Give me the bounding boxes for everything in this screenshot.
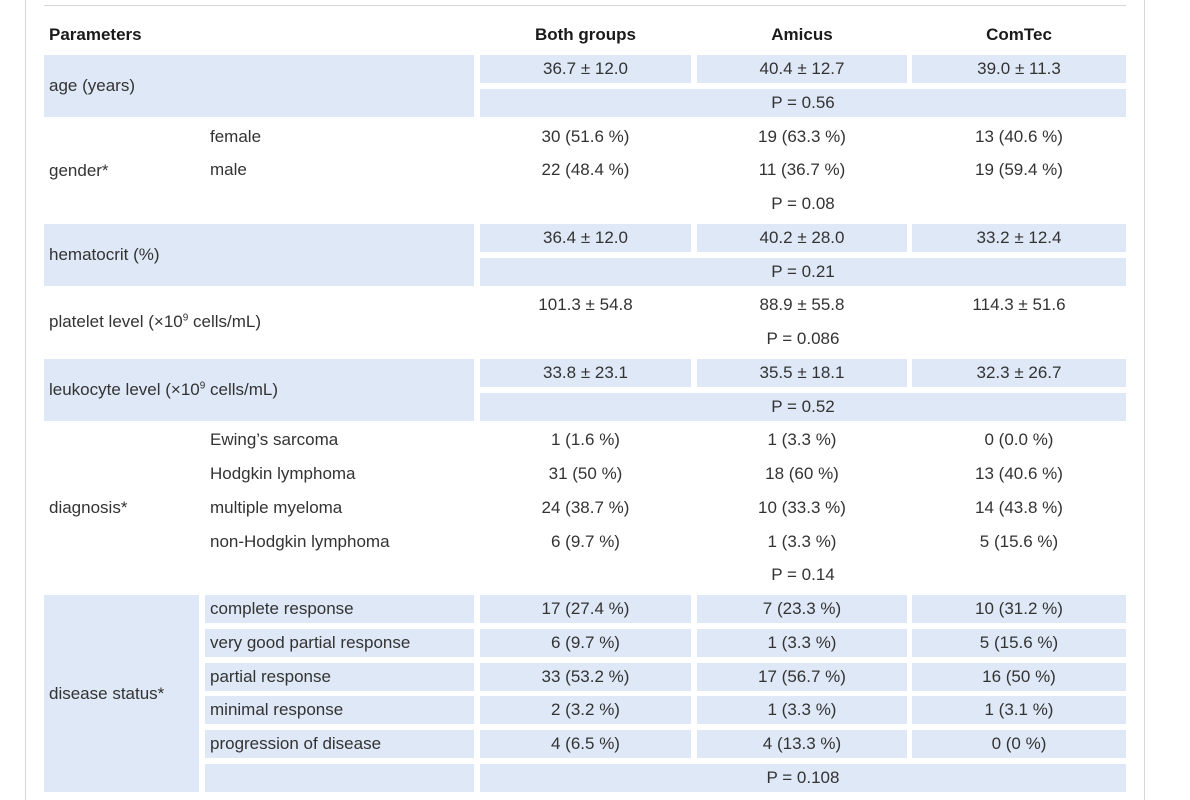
disease-status-row-amicus: 1 (3.3 %): [697, 696, 907, 724]
disease-status-row-both-groups: 6 (9.7 %): [480, 629, 691, 657]
diagnosis-row-amicus: 1 (3.3 %): [767, 532, 837, 551]
hematocrit-label: hematocrit (%): [44, 224, 474, 286]
hematocrit-amicus: 40.2 ± 28.0: [697, 224, 907, 252]
disease-status-row-both-groups: 2 (3.2 %): [480, 696, 691, 724]
header-parameters: Parameters: [49, 25, 142, 44]
platelet-comtec: 114.3 ± 51.6: [972, 295, 1066, 314]
disease-status-row-label: minimal response: [205, 696, 474, 724]
gender-row-comtec: 13 (40.6 %): [975, 127, 1063, 146]
disease-status-row-comtec: 0 (0 %): [912, 730, 1126, 758]
header-both-groups: Both groups: [534, 25, 637, 44]
age-comtec: 39.0 ± 11.3: [912, 55, 1126, 83]
diagnosis-row-both-groups: 31 (50 %): [548, 464, 623, 483]
disease-status-row-comtec: 1 (3.1 %): [912, 696, 1126, 724]
gender-row-label: female: [210, 127, 262, 146]
leukocyte-label-unit: cells/mL): [205, 380, 279, 399]
leukocyte-comtec: 32.3 ± 26.7: [912, 359, 1126, 387]
diagnosis-label: diagnosis*: [49, 497, 128, 517]
disease-status-row-label: complete response: [205, 595, 474, 623]
diagnosis-row-comtec: 0 (0.0 %): [984, 430, 1054, 449]
hematocrit-comtec: 33.2 ± 12.4: [912, 224, 1126, 252]
leukocyte-label-text: leukocyte level (×10: [49, 380, 200, 399]
age-both-groups: 36.7 ± 12.0: [480, 55, 691, 83]
diagnosis-row-amicus: 10 (33.3 %): [758, 498, 846, 517]
diagnosis-row-label: Ewing’s sarcoma: [210, 430, 339, 449]
hematocrit-p-value: P = 0.21: [480, 258, 1126, 286]
leukocyte-p-value: P = 0.52: [480, 393, 1126, 421]
disease-status-row-amicus: 7 (23.3 %): [697, 595, 907, 623]
disease-status-row-label: progression of disease: [205, 730, 474, 758]
disease-status-row-comtec: 5 (15.6 %): [912, 629, 1126, 657]
disease-status-row-both-groups: 33 (53.2 %): [480, 663, 691, 691]
disease-status-label: disease status*: [44, 595, 199, 792]
diagnosis-row-both-groups: 24 (38.7 %): [541, 498, 630, 517]
table-top-rule: [44, 5, 1126, 6]
platelet-p-value: P = 0.086: [766, 329, 840, 348]
header-amicus: Amicus: [771, 25, 833, 44]
gender-label: gender*: [49, 160, 109, 180]
table-left-border: [25, 0, 26, 800]
platelet-label-text: platelet level (×10: [49, 312, 183, 331]
disease-status-row-comtec: 16 (50 %): [912, 663, 1126, 691]
gender-row-both-groups: 22 (48.4 %): [541, 160, 630, 179]
disease-status-row-label: partial response: [205, 663, 474, 691]
age-label: age (years): [44, 55, 474, 117]
platelet-label-unit: cells/mL): [188, 312, 262, 331]
platelet-label: platelet level (×109 cells/mL): [44, 291, 474, 353]
diagnosis-p-value: P = 0.14: [771, 565, 835, 584]
disease-status-row-both-groups: 4 (6.5 %): [480, 730, 691, 758]
platelet-amicus: 88.9 ± 55.8: [759, 295, 845, 314]
hematocrit-both-groups: 36.4 ± 12.0: [480, 224, 691, 252]
diagnosis-row-label: non-Hodgkin lymphoma: [210, 532, 390, 551]
diagnosis-row-amicus: 18 (60 %): [765, 464, 839, 483]
disease-status-row-both-groups: 17 (27.4 %): [480, 595, 691, 623]
table-right-border: [1144, 0, 1145, 800]
disease-status-row-amicus: 17 (56.7 %): [697, 663, 907, 691]
leukocyte-both-groups: 33.8 ± 23.1: [480, 359, 691, 387]
disease-status-row-amicus: 4 (13.3 %): [697, 730, 907, 758]
platelet-label-exponent: 9: [182, 312, 189, 324]
gender-row-label: male: [210, 160, 247, 179]
platelet-both-groups: 101.3 ± 54.8: [538, 295, 633, 314]
leukocyte-label-exponent: 9: [199, 380, 206, 392]
gender-row-amicus: 19 (63.3 %): [758, 127, 846, 146]
disease-status-row-comtec: 10 (31.2 %): [912, 595, 1126, 623]
disease-status-row-label: very good partial response: [205, 629, 474, 657]
disease-status-p-value: P = 0.108: [480, 764, 1126, 792]
diagnosis-row-comtec: 5 (15.6 %): [979, 532, 1059, 551]
diagnosis-row-amicus: 1 (3.3 %): [767, 430, 837, 449]
diagnosis-row-label: Hodgkin lymphoma: [210, 464, 356, 483]
disease-status-row-amicus: 1 (3.3 %): [697, 629, 907, 657]
gender-row-amicus: 11 (36.7 %): [758, 160, 846, 179]
leukocyte-amicus: 35.5 ± 18.1: [697, 359, 907, 387]
diagnosis-row-both-groups: 1 (1.6 %): [551, 430, 620, 449]
disease-status-p-row-spacer: [205, 764, 474, 792]
header-comtec: ComTec: [986, 25, 1052, 44]
age-p-value: P = 0.56: [480, 89, 1126, 117]
gender-row-both-groups: 30 (51.6 %): [541, 127, 630, 146]
diagnosis-row-comtec: 14 (43.8 %): [975, 498, 1063, 517]
diagnosis-row-label: multiple myeloma: [210, 498, 343, 517]
gender-p-value: P = 0.08: [771, 194, 835, 213]
diagnosis-row-both-groups: 6 (9.7 %): [551, 532, 620, 551]
gender-row-comtec: 19 (59.4 %): [975, 160, 1063, 179]
age-amicus: 40.4 ± 12.7: [697, 55, 907, 83]
leukocyte-label: leukocyte level (×109 cells/mL): [44, 359, 474, 421]
diagnosis-row-comtec: 13 (40.6 %): [975, 464, 1063, 483]
